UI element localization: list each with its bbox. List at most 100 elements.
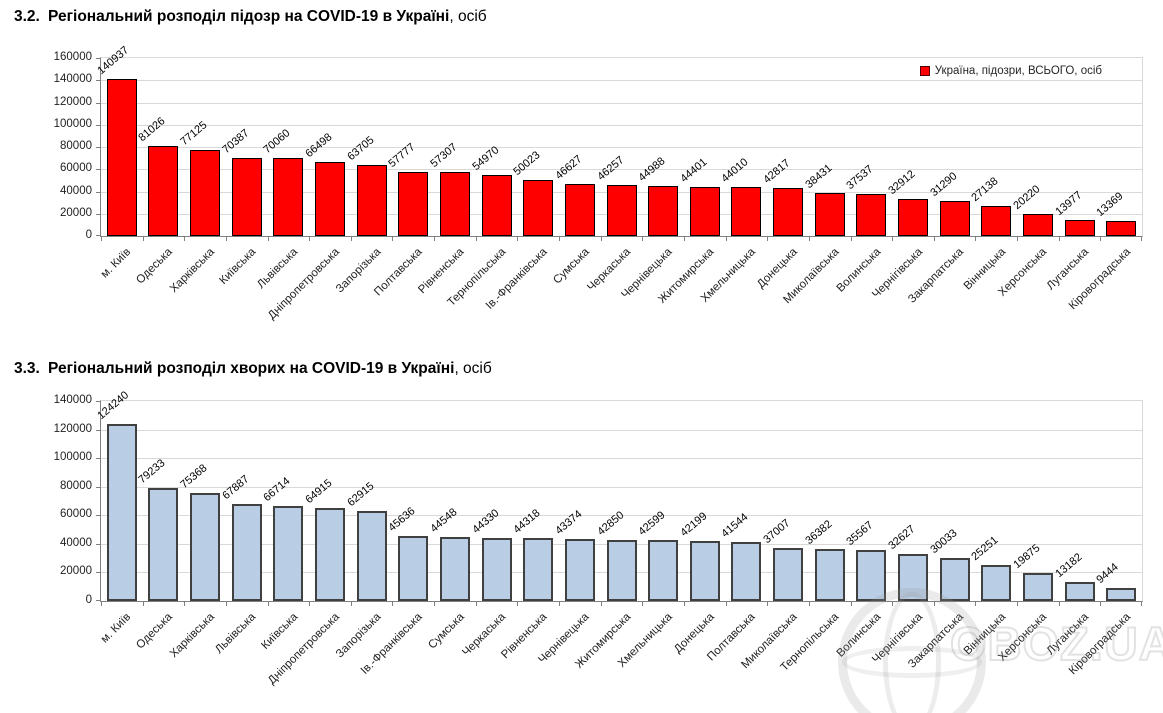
y-axis-tick-label: 60000 — [60, 508, 92, 521]
bar-Луганська — [1064, 582, 1095, 601]
x-axis-tick — [1058, 236, 1060, 241]
bar-Київська — [273, 505, 304, 601]
x-axis-tick — [184, 601, 186, 606]
bar-Запорізька — [356, 165, 387, 236]
y-axis-tick — [96, 515, 101, 517]
x-axis-tick — [975, 601, 977, 606]
x-axis-tick — [225, 601, 227, 606]
bar-Рівненська — [523, 537, 554, 601]
y-axis-tick-label: 40000 — [60, 184, 92, 197]
y-axis-tick — [96, 58, 101, 59]
y-axis-tick-label: 60000 — [60, 162, 92, 175]
y-axis-tick-label: 0 — [85, 594, 92, 606]
bar-value-label: 45636 — [386, 504, 418, 534]
bar-Черкаська — [606, 184, 637, 236]
x-axis-tick — [101, 601, 102, 606]
x-axis-category-label: Львівська — [254, 246, 300, 291]
x-axis-tick — [517, 236, 519, 241]
y-axis-tick — [96, 458, 101, 460]
y-axis-tick-label: 140000 — [53, 73, 92, 86]
bar-value-label: 32627 — [886, 523, 918, 553]
y-axis-tick-label: 140000 — [53, 394, 92, 406]
x-axis-tick — [434, 236, 436, 241]
bar-Миколаївська — [814, 193, 845, 236]
bar-Чернівецька — [564, 539, 595, 601]
title-suffix: , осіб — [449, 8, 487, 25]
x-axis-tick — [1100, 236, 1102, 241]
y-axis-tick — [96, 572, 101, 574]
bar-value-label: 42850 — [594, 508, 626, 538]
bar-Донецька — [773, 188, 804, 236]
bar-Харківська — [190, 150, 221, 236]
section-number: 3.2. — [14, 8, 40, 25]
x-axis-labels-suspicions: м. Київ Одеська Харківська Київська Львівськ… — [99, 242, 1143, 350]
bar-Сумська — [439, 537, 470, 601]
bar-value-label: 46257 — [594, 153, 626, 183]
bar-Чернівецька — [648, 185, 679, 236]
x-axis-tick — [475, 236, 477, 241]
bar-value-label: 9444 — [1094, 560, 1121, 586]
y-axis-tick-label: 120000 — [53, 95, 92, 108]
bar-Закарпатська — [939, 558, 970, 601]
y-axis-tick — [96, 401, 101, 402]
x-axis-category-label: Одеська — [134, 611, 176, 652]
y-axis-tick-label: 160000 — [53, 51, 92, 63]
bar-Сумська — [564, 184, 595, 236]
bar-value-label: 50023 — [511, 149, 543, 179]
x-axis-tick — [767, 236, 769, 241]
bar-value-label: 63705 — [344, 134, 377, 164]
x-axis-tick — [559, 236, 561, 241]
bar-Харківська — [190, 493, 221, 601]
bar-value-label: 37537 — [844, 163, 876, 193]
bar-Тернопільська — [481, 174, 512, 236]
x-axis-tick — [1141, 236, 1142, 241]
x-axis-tick — [683, 601, 685, 606]
bar-Закарпатська — [939, 201, 970, 236]
bar-Рівненська — [439, 172, 470, 236]
bar-Кіровоградська — [1106, 587, 1137, 601]
x-axis-tick — [683, 236, 685, 241]
x-axis-category-label: м. Київ — [98, 611, 134, 646]
bar-Волинська — [856, 194, 887, 236]
bar-value-label: 13182 — [1052, 551, 1084, 581]
gridline — [101, 169, 1142, 171]
bar-value-label: 57307 — [428, 141, 460, 171]
x-axis-tick — [1100, 601, 1102, 606]
x-axis-tick — [725, 601, 727, 606]
bar-value-label: 44318 — [511, 506, 543, 536]
plot-area-patients: 124240 79233 75368 67887 66714 64915 62915 4563… — [95, 389, 1143, 606]
bar-value-label: 66498 — [303, 131, 335, 161]
x-axis-category-label: Київська — [259, 611, 300, 652]
x-axis-tick — [101, 236, 102, 241]
x-axis-tick — [225, 236, 227, 241]
y-axis-tick — [96, 124, 101, 126]
x-axis-tick — [392, 601, 394, 606]
bar-Миколаївська — [773, 548, 804, 601]
y-axis-tick — [96, 543, 101, 545]
x-axis-tick — [267, 601, 269, 606]
y-axis-tick — [96, 80, 101, 82]
y-axis-tick-label: 100000 — [53, 117, 92, 130]
bar-value-label: 44330 — [469, 506, 502, 536]
x-axis-category-label: Харківська — [167, 246, 217, 296]
legend-marker-icon — [919, 66, 930, 76]
x-axis-category-label: Харківська — [167, 611, 217, 661]
bar-value-label: 77125 — [178, 119, 210, 149]
bar-value-label: 140937 — [95, 44, 131, 78]
bar-value-label: 32912 — [886, 168, 918, 198]
y-axis-tick — [96, 213, 101, 215]
y-axis-tick-label: 120000 — [53, 422, 92, 435]
x-axis-category-label: Сумська — [426, 611, 467, 652]
x-axis-tick — [850, 236, 852, 241]
bar-Житомирська — [689, 186, 720, 236]
x-axis-tick — [933, 601, 935, 606]
section-number: 3.3. — [14, 360, 40, 377]
x-axis-tick — [1017, 601, 1019, 606]
bar-value-label: 81026 — [136, 115, 168, 144]
y-axis-tick — [96, 429, 101, 431]
x-axis-tick — [808, 236, 810, 241]
bar-value-label: 19875 — [1011, 541, 1043, 571]
x-axis-tick — [142, 236, 144, 241]
bar-Львівська — [231, 504, 262, 601]
bar-value-label: 57777 — [386, 140, 418, 170]
